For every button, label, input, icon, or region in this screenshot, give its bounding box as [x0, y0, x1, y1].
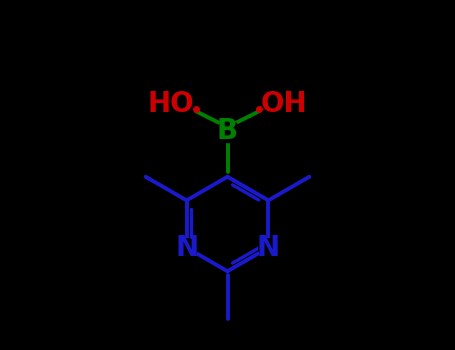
Text: OH: OH: [261, 90, 308, 118]
Text: HO: HO: [147, 90, 194, 118]
Text: B: B: [217, 117, 238, 145]
Text: N: N: [257, 234, 280, 262]
Text: N: N: [175, 234, 198, 262]
